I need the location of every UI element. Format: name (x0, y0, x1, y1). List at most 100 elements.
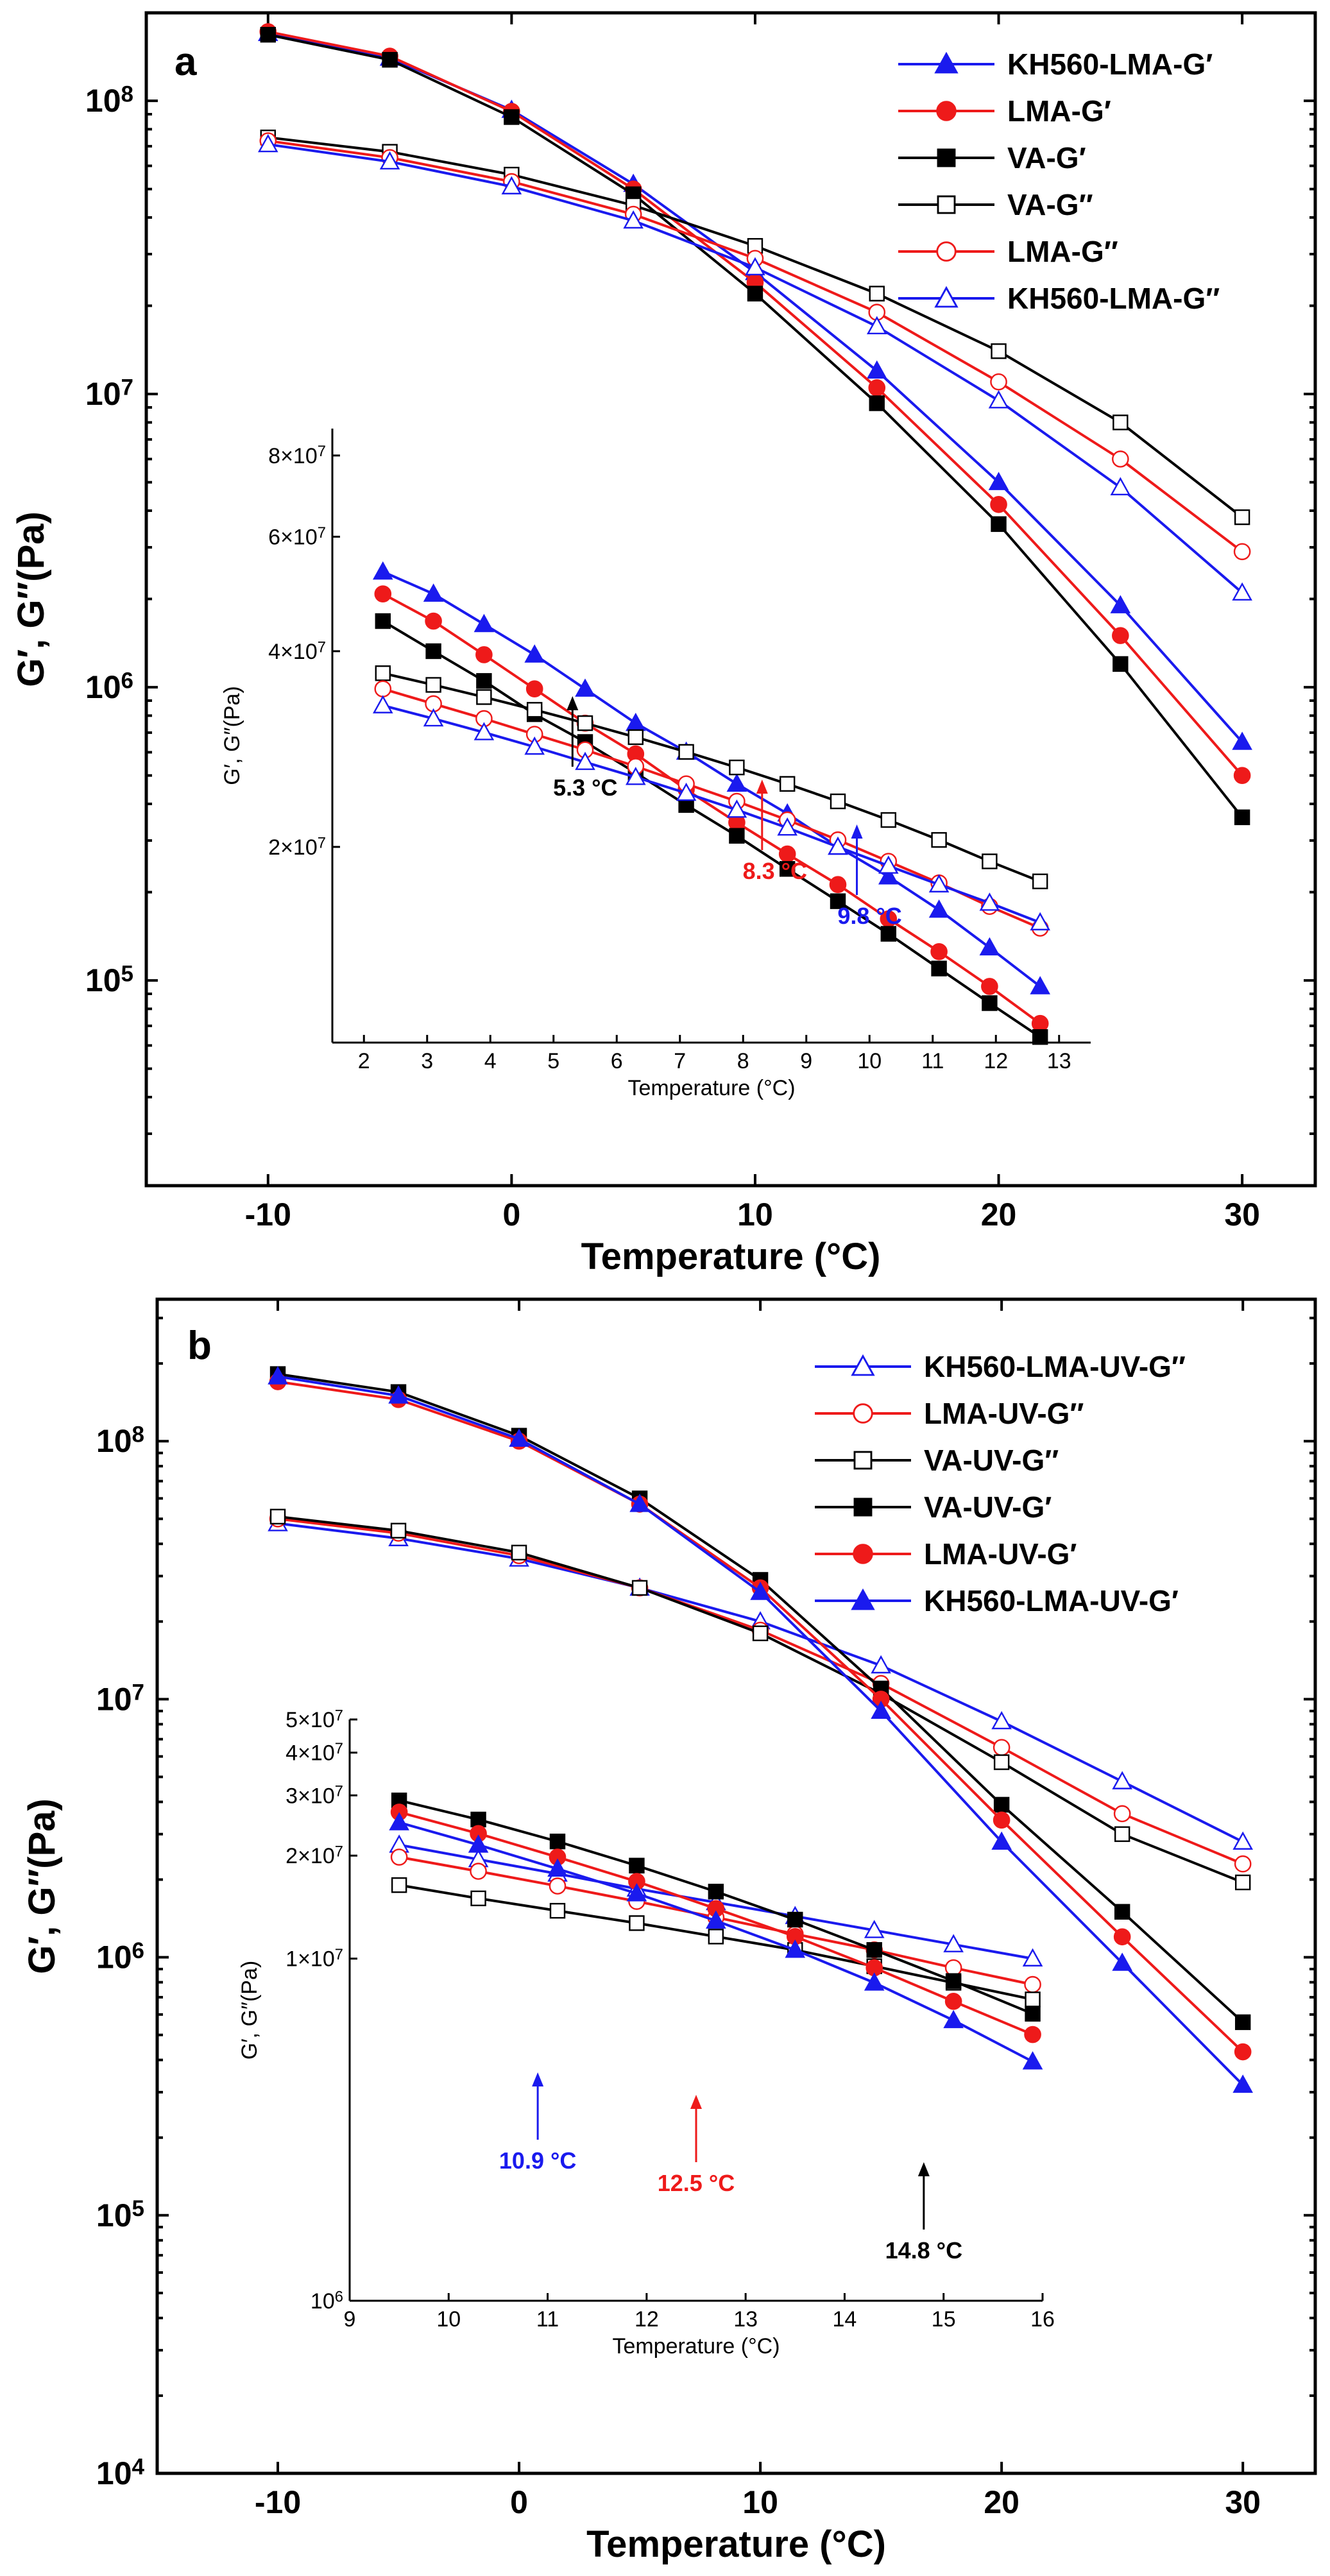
inset-data-point-va-g-gpp (982, 853, 998, 869)
inset-data-point-va-g-gp (779, 861, 796, 877)
y-tick-label: 106 (85, 668, 133, 705)
inset-series-line-lma-g-gp (382, 592, 1041, 1025)
inset-data-point-va-uv-g-gpp (391, 1877, 407, 1893)
inset-crossover-arrowhead (532, 2072, 544, 2086)
inset-data-point-kh560-lma-g-gpp (979, 892, 1000, 911)
inset-data-point-lma-uv-g-gpp (470, 1863, 487, 1880)
data-point-kh560-lma-g-gpp (1232, 582, 1252, 601)
panel-label: b (187, 1324, 212, 1368)
data-point-va-g-gp (869, 395, 885, 411)
data-point-va-uv-g-gp (993, 1796, 1010, 1813)
data-point-kh560-lma-g-gpp (866, 316, 887, 334)
legend-marker (851, 1588, 875, 1610)
data-point-kh560-lma-uv-g-gp (509, 1428, 529, 1447)
data-point-va-g-gp (991, 516, 1007, 533)
inset-data-point-kh560-lma-g-gpp (372, 695, 393, 713)
data-point-kh560-lma-uv-g-gp (750, 1582, 771, 1600)
data-point-va-g-gpp (991, 343, 1007, 359)
legend-label: VA-G′ (1007, 141, 1086, 175)
inset-y-tick-label: 4×107 (286, 1740, 343, 1766)
inset-data-point-va-uv-g-gpp (470, 1890, 486, 1907)
data-point-va-uv-g-gpp (269, 1508, 286, 1525)
inset-data-point-lma-uv-g-gpp (1024, 1975, 1041, 1993)
inset-data-point-lma-uv-g-gp (944, 1993, 962, 2010)
legend-label: VA-UV-G″ (924, 1444, 1059, 1477)
x-tick-label: 30 (1224, 1197, 1260, 1233)
y-axis-title: G′, G″(Pa) (10, 511, 52, 687)
inset-data-point-kh560-lma-uv-g-gp (943, 2009, 964, 2029)
x-tick-label: 30 (1225, 2484, 1261, 2520)
x-axis-title: Temperature (°C) (581, 1236, 881, 1277)
inset-data-point-kh560-lma-g-gpp (473, 722, 495, 740)
data-point-va-g-gp (1234, 809, 1250, 826)
x-tick-label: 10 (737, 1197, 773, 1233)
inset-series-line-va-g-gpp (382, 672, 1041, 883)
inset-series-line-va-g-gp (382, 620, 1041, 1038)
inset-data-point-kh560-lma-g-gpp (928, 874, 950, 892)
inset-data-point-va-g-gp (476, 673, 492, 689)
inset-data-point-lma-g-gp (475, 646, 493, 663)
inset-data-point-kh560-lma-g-gpp (777, 817, 798, 836)
legend-marker (936, 241, 957, 262)
inset-data-point-kh560-lma-g-gpp (1030, 912, 1051, 931)
inset-data-point-va-g-gp (425, 643, 441, 660)
legend-label: KH560-LMA-UV-G′ (924, 1584, 1179, 1617)
inset-data-point-lma-g-gp (930, 943, 948, 960)
legend-label: VA-UV-G′ (924, 1490, 1052, 1524)
inset-x-axis-title: Temperature (°C) (627, 1076, 795, 1100)
data-point-kh560-lma-g-gpp (257, 133, 278, 153)
inset-data-point-va-uv-g-gp (708, 1884, 724, 1900)
plot-frame (155, 1297, 1317, 2475)
inset-y-axis-title: G′, G″(Pa) (237, 1961, 262, 2060)
inset-data-point-va-g-gpp (678, 744, 694, 760)
y-tick-label: 107 (96, 1680, 144, 1718)
inset-crossover-label: 8.3 °C (743, 858, 807, 884)
inset-data-point-va-uv-g-gp (470, 1811, 486, 1828)
data-point-va-g-gp (504, 109, 520, 125)
inset-y-tick-label: 4×107 (268, 638, 326, 664)
inset-x-tick-label: 11 (536, 2307, 559, 2332)
y-tick-label: 108 (96, 1422, 144, 1459)
data-point-lma-g-gpp (990, 373, 1007, 391)
inset-x-tick-label: 8 (737, 1049, 749, 1073)
legend-label: KH560-LMA-UV-G″ (924, 1350, 1186, 1383)
inset-data-point-va-uv-g-gp (945, 1973, 962, 1989)
inset-data-point-kh560-lma-g-gpp (524, 736, 545, 755)
inset-data-point-va-g-gp (982, 995, 998, 1011)
data-point-lma-g-gpp (1233, 543, 1251, 561)
inset-x-tick-label: 16 (1030, 2307, 1055, 2332)
inset-data-point-lma-uv-g-gpp (390, 1848, 408, 1866)
inset-data-point-kh560-lma-uv-g-gpp (943, 1934, 964, 1952)
plot-frame (144, 11, 1317, 1188)
inset-x-tick-label: 9 (800, 1049, 812, 1073)
inset-data-point-va-g-gpp (779, 776, 796, 792)
panel-b: b -10 0 10 20 30 104 105 106 107 108 Temperature (°… (21, 1297, 1317, 2565)
inset-data-point-kh560-lma-g-gp (625, 712, 646, 731)
inset-data-point-kh560-lma-uv-g-gpp (864, 1920, 885, 1938)
inset-y-axis-title: G′, G″(Pa) (220, 686, 244, 785)
inset-data-point-kh560-lma-g-gpp (828, 836, 848, 855)
data-point-kh560-lma-uv-g-gp (871, 1700, 891, 1719)
data-point-kh560-lma-g-gpp (379, 151, 400, 170)
inset-data-point-lma-uv-g-gpp (549, 1877, 567, 1895)
inset-chart: 2 3 4 5 6 7 8 9 10 11 12 13 2×107 4×107 6×107 8×107 Temp… (220, 429, 1091, 1100)
inset-data-point-va-g-gpp (476, 689, 492, 705)
data-point-kh560-lma-uv-g-gp (268, 1366, 288, 1385)
legend-label: KH560-LMA-G″ (1007, 282, 1220, 315)
data-point-lma-g-gp (1233, 767, 1251, 784)
inset-data-point-lma-g-gp (1031, 1014, 1049, 1032)
inset-data-point-lma-g-gp (374, 585, 392, 602)
inset-crossover-arrowhead (690, 2095, 702, 2109)
y-tick-label: 104 (96, 2454, 145, 2491)
inset-data-point-lma-g-gp (981, 978, 998, 995)
inset-data-point-va-g-gpp (830, 793, 846, 810)
inset-x-tick-label: 5 (547, 1049, 559, 1073)
legend-label: LMA-UV-G′ (924, 1537, 1077, 1571)
inset-data-point-va-uv-g-gpp (549, 1902, 566, 1919)
inset-data-point-va-uv-g-gp (1025, 2006, 1041, 2022)
inset-x-tick-label: 13 (1047, 1049, 1071, 1073)
inset-crossover-label: 9.8 °C (837, 903, 901, 929)
inset-data-point-va-g-gpp (627, 729, 644, 746)
inset-x-tick-label: 10 (857, 1049, 882, 1073)
inset-x-tick-label: 10 (436, 2307, 461, 2332)
